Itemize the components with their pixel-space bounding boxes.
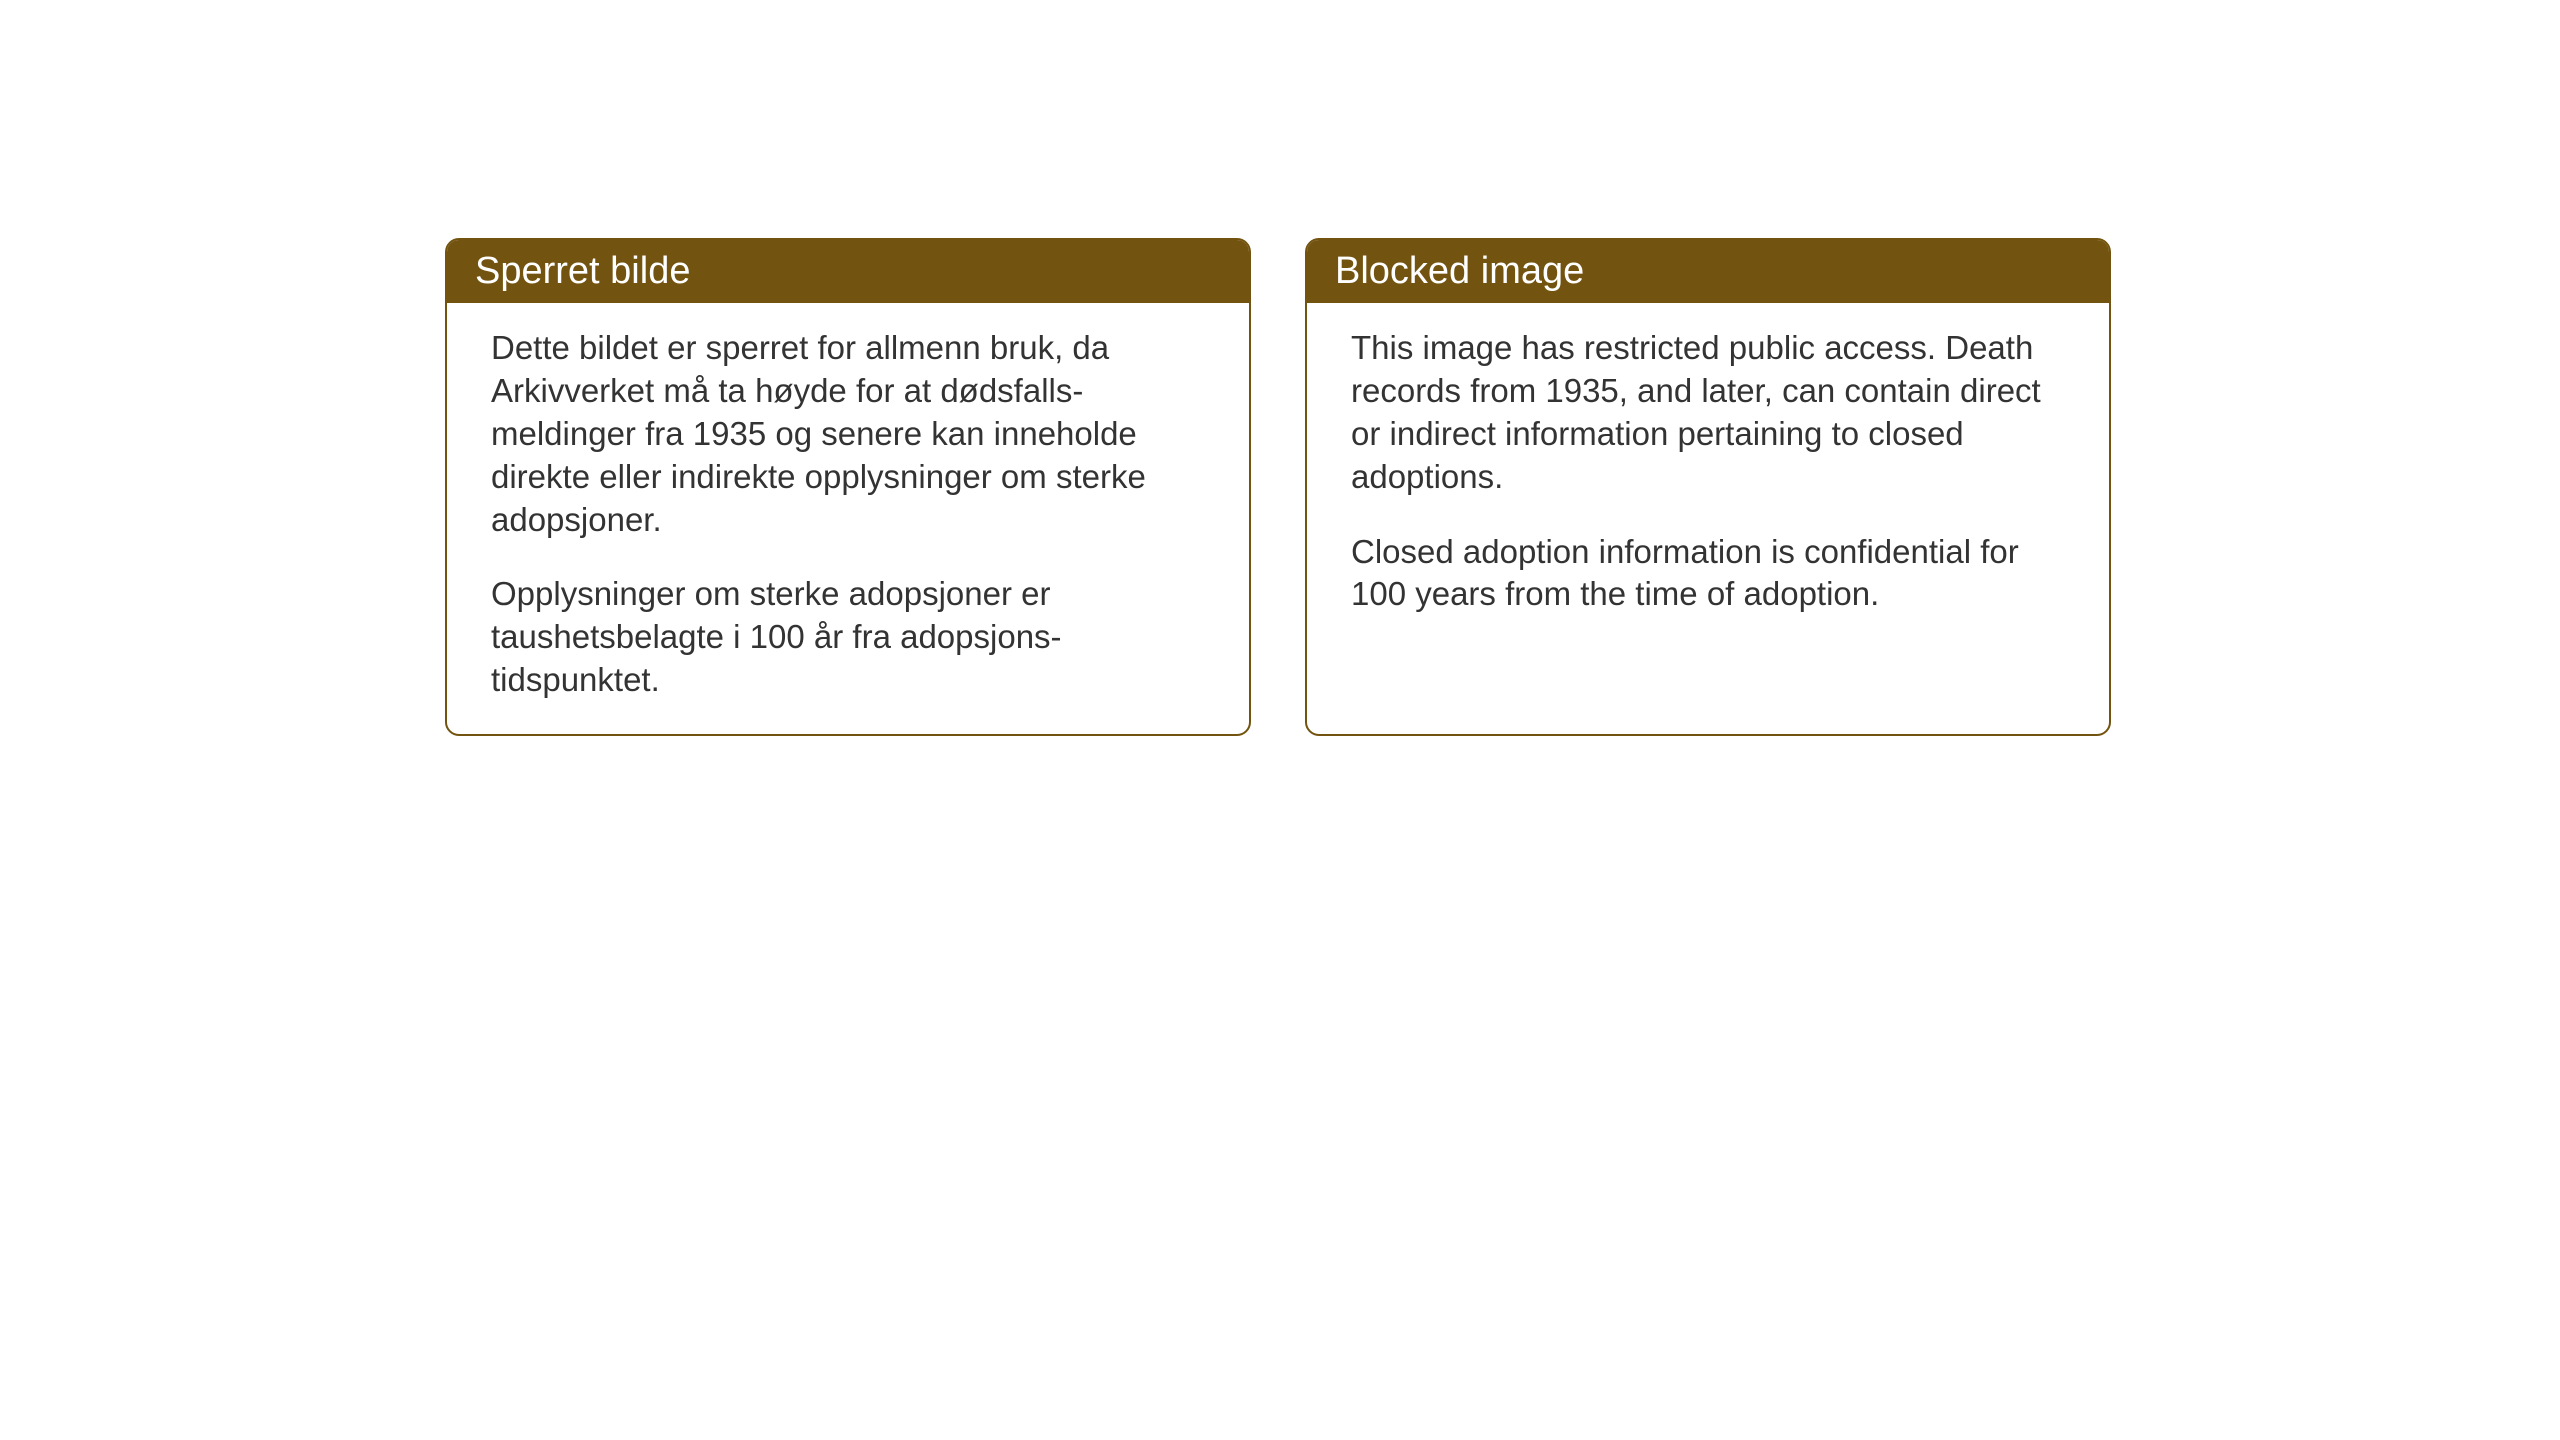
notice-body-norwegian: Dette bildet er sperret for allmenn bruk… [447,303,1249,734]
notice-title-english: Blocked image [1335,250,1584,292]
notice-card-english: Blocked image This image has restricted … [1305,238,2111,736]
notice-paragraph1-norwegian: Dette bildet er sperret for allmenn bruk… [491,327,1205,541]
notice-container: Sperret bilde Dette bildet er sperret fo… [445,238,2111,736]
notice-paragraph2-english: Closed adoption information is confident… [1351,531,2065,617]
notice-header-norwegian: Sperret bilde [447,240,1249,303]
notice-paragraph1-english: This image has restricted public access.… [1351,327,2065,499]
notice-paragraph2-norwegian: Opplysninger om sterke adopsjoner er tau… [491,573,1205,702]
notice-body-english: This image has restricted public access.… [1307,303,2109,648]
notice-title-norwegian: Sperret bilde [475,250,690,292]
notice-header-english: Blocked image [1307,240,2109,303]
notice-card-norwegian: Sperret bilde Dette bildet er sperret fo… [445,238,1251,736]
